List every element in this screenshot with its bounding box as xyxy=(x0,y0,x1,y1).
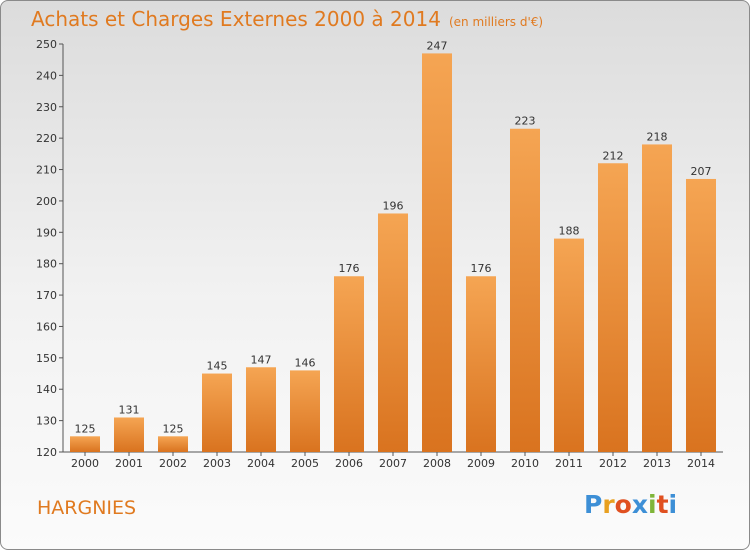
value-label: 218 xyxy=(647,130,668,143)
x-tick-label: 2013 xyxy=(643,457,671,470)
bar xyxy=(510,128,540,452)
value-label: 188 xyxy=(559,225,580,238)
y-tick-label: 240 xyxy=(36,69,57,82)
y-tick-label: 220 xyxy=(36,132,57,145)
x-tick-label: 2002 xyxy=(159,457,187,470)
chart-subtitle: (en milliers d'€) xyxy=(448,15,544,29)
chart-title-text: Achats et Charges Externes 2000 à 2014 xyxy=(31,7,441,31)
x-tick-label: 2004 xyxy=(247,457,275,470)
x-tick-label: 2011 xyxy=(555,457,583,470)
x-tick-label: 2007 xyxy=(379,457,407,470)
chart-title: Achats et Charges Externes 2000 à 2014 (e… xyxy=(31,7,543,31)
y-tick-label: 230 xyxy=(36,101,57,114)
x-tick-label: 2001 xyxy=(115,457,143,470)
bar xyxy=(114,417,144,452)
y-tick-label: 190 xyxy=(36,226,57,239)
x-tick-label: 2005 xyxy=(291,457,319,470)
bar xyxy=(70,436,100,452)
y-tick-label: 170 xyxy=(36,289,57,302)
value-label: 207 xyxy=(691,165,712,178)
value-label: 125 xyxy=(163,422,184,435)
bar xyxy=(202,373,232,452)
y-tick-label: 160 xyxy=(36,320,57,333)
value-label: 176 xyxy=(339,262,360,275)
value-label: 196 xyxy=(383,199,404,212)
chart-bars xyxy=(70,53,716,453)
bar xyxy=(334,276,364,452)
logo-letter: P xyxy=(584,490,603,519)
logo-letter: o xyxy=(614,490,632,519)
logo-letter: i xyxy=(648,490,657,519)
logo-letter: r xyxy=(602,490,615,519)
chart-axes: 120 130 140 150 160 170 180 190 200 210 220 230 240 2… xyxy=(36,38,723,459)
logo-letter: t xyxy=(656,490,669,519)
value-label: 247 xyxy=(427,39,448,52)
y-tick-label: 210 xyxy=(36,164,57,177)
x-tick-label: 2012 xyxy=(599,457,627,470)
bar xyxy=(686,178,716,452)
x-tick-label: 2000 xyxy=(71,457,99,470)
bar xyxy=(290,370,320,452)
logo-letter: i xyxy=(668,490,678,519)
y-tick-label: 140 xyxy=(36,383,57,396)
value-label: 145 xyxy=(207,360,228,373)
logo-letter: x xyxy=(631,490,648,519)
bar xyxy=(466,276,496,452)
y-tick-label: 130 xyxy=(36,415,57,428)
y-tick-label: 250 xyxy=(36,38,57,51)
x-tick-label: 2009 xyxy=(467,457,495,470)
bar xyxy=(378,213,408,452)
value-label: 147 xyxy=(251,353,272,366)
bar xyxy=(598,163,628,452)
y-tick-label: 120 xyxy=(36,446,57,459)
place-name: HARGNIES xyxy=(37,497,137,519)
bar xyxy=(246,367,276,452)
bar xyxy=(422,53,452,453)
value-label: 125 xyxy=(75,422,96,435)
x-tick-label: 2010 xyxy=(511,457,539,470)
y-tick-label: 150 xyxy=(36,352,57,365)
x-tick-label: 2006 xyxy=(335,457,363,470)
bar xyxy=(158,436,188,452)
y-tick-label: 180 xyxy=(36,258,57,271)
x-tick-label: 2003 xyxy=(203,457,231,470)
x-tick-label: 2014 xyxy=(687,457,715,470)
value-label: 212 xyxy=(603,149,624,162)
value-label: 176 xyxy=(471,262,492,275)
value-label: 146 xyxy=(295,356,316,369)
value-label: 223 xyxy=(515,115,536,128)
bar xyxy=(554,238,584,452)
x-tick-label: 2008 xyxy=(423,457,451,470)
chart-labels: 2000 125 2001 131 2002 125 2003 145 2004 147 2005 1… xyxy=(71,39,715,470)
bar xyxy=(642,144,672,452)
value-label: 131 xyxy=(119,403,140,416)
proxiti-logo[interactable]: Proxiti xyxy=(584,490,677,519)
y-tick-label: 200 xyxy=(36,195,57,208)
